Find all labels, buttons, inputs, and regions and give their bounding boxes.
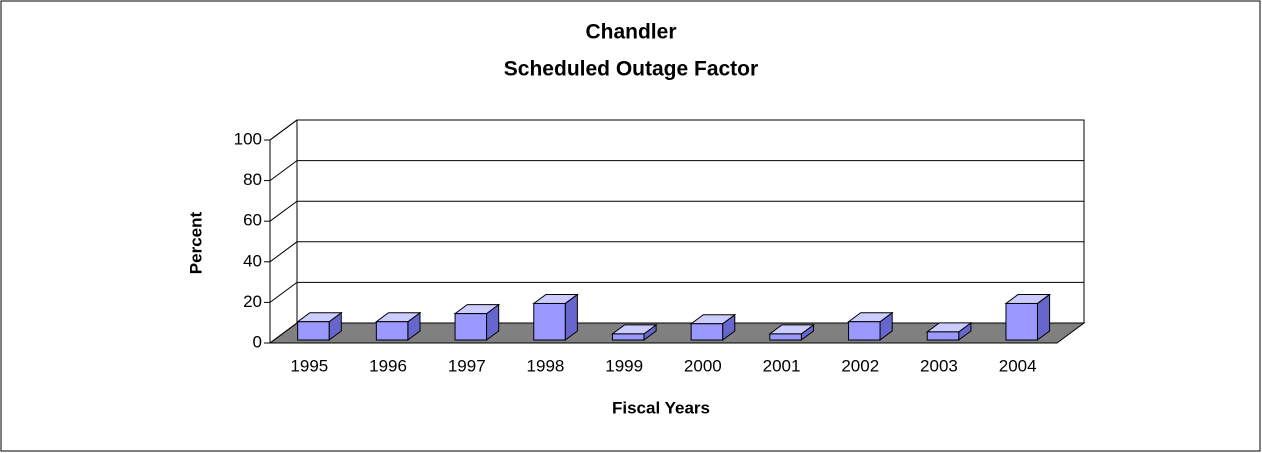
y-tick-label: 60: [243, 211, 262, 230]
x-tick-label: 1995: [290, 356, 328, 375]
grid-line: [269, 200, 1084, 222]
bar: [611, 333, 645, 341]
bar: [297, 321, 330, 341]
bar: [454, 313, 488, 341]
bar: [375, 321, 409, 341]
x-tick-label: 1998: [527, 356, 565, 375]
y-tick-label: 80: [243, 170, 262, 189]
x-tick-label: 2000: [684, 356, 722, 375]
bar: [769, 333, 802, 341]
x-tick-label: 2001: [763, 356, 801, 375]
grid-line: [269, 281, 1084, 303]
grid-line: [269, 322, 1084, 344]
grid-line: [269, 160, 1084, 182]
x-tick-label: 2003: [920, 356, 958, 375]
y-tick-label: 0: [253, 332, 262, 351]
y-tick-label: 20: [243, 292, 262, 311]
bar: [690, 323, 724, 341]
x-tick-label: 1999: [605, 356, 643, 375]
chart-title: Chandler: [585, 21, 676, 44]
grid-line: [269, 119, 1084, 141]
bar: [848, 321, 881, 341]
bar: [1005, 302, 1038, 341]
back-wall: [296, 119, 1085, 324]
x-tick-label: 1996: [369, 356, 407, 375]
x-tick-label: 2004: [999, 356, 1037, 375]
x-tick-label: 2002: [841, 356, 879, 375]
bar: [926, 331, 960, 341]
chart-subtitle: Scheduled Outage Factor: [504, 58, 758, 81]
y-axis-title: Percent: [186, 211, 205, 274]
bar: [533, 302, 566, 341]
y-tick-label: 100: [234, 129, 262, 148]
x-axis-title: Fiscal Years: [612, 398, 710, 417]
y-tick-label: 40: [243, 251, 262, 270]
x-tick-label: 1997: [448, 356, 486, 375]
grid-line: [269, 241, 1084, 263]
